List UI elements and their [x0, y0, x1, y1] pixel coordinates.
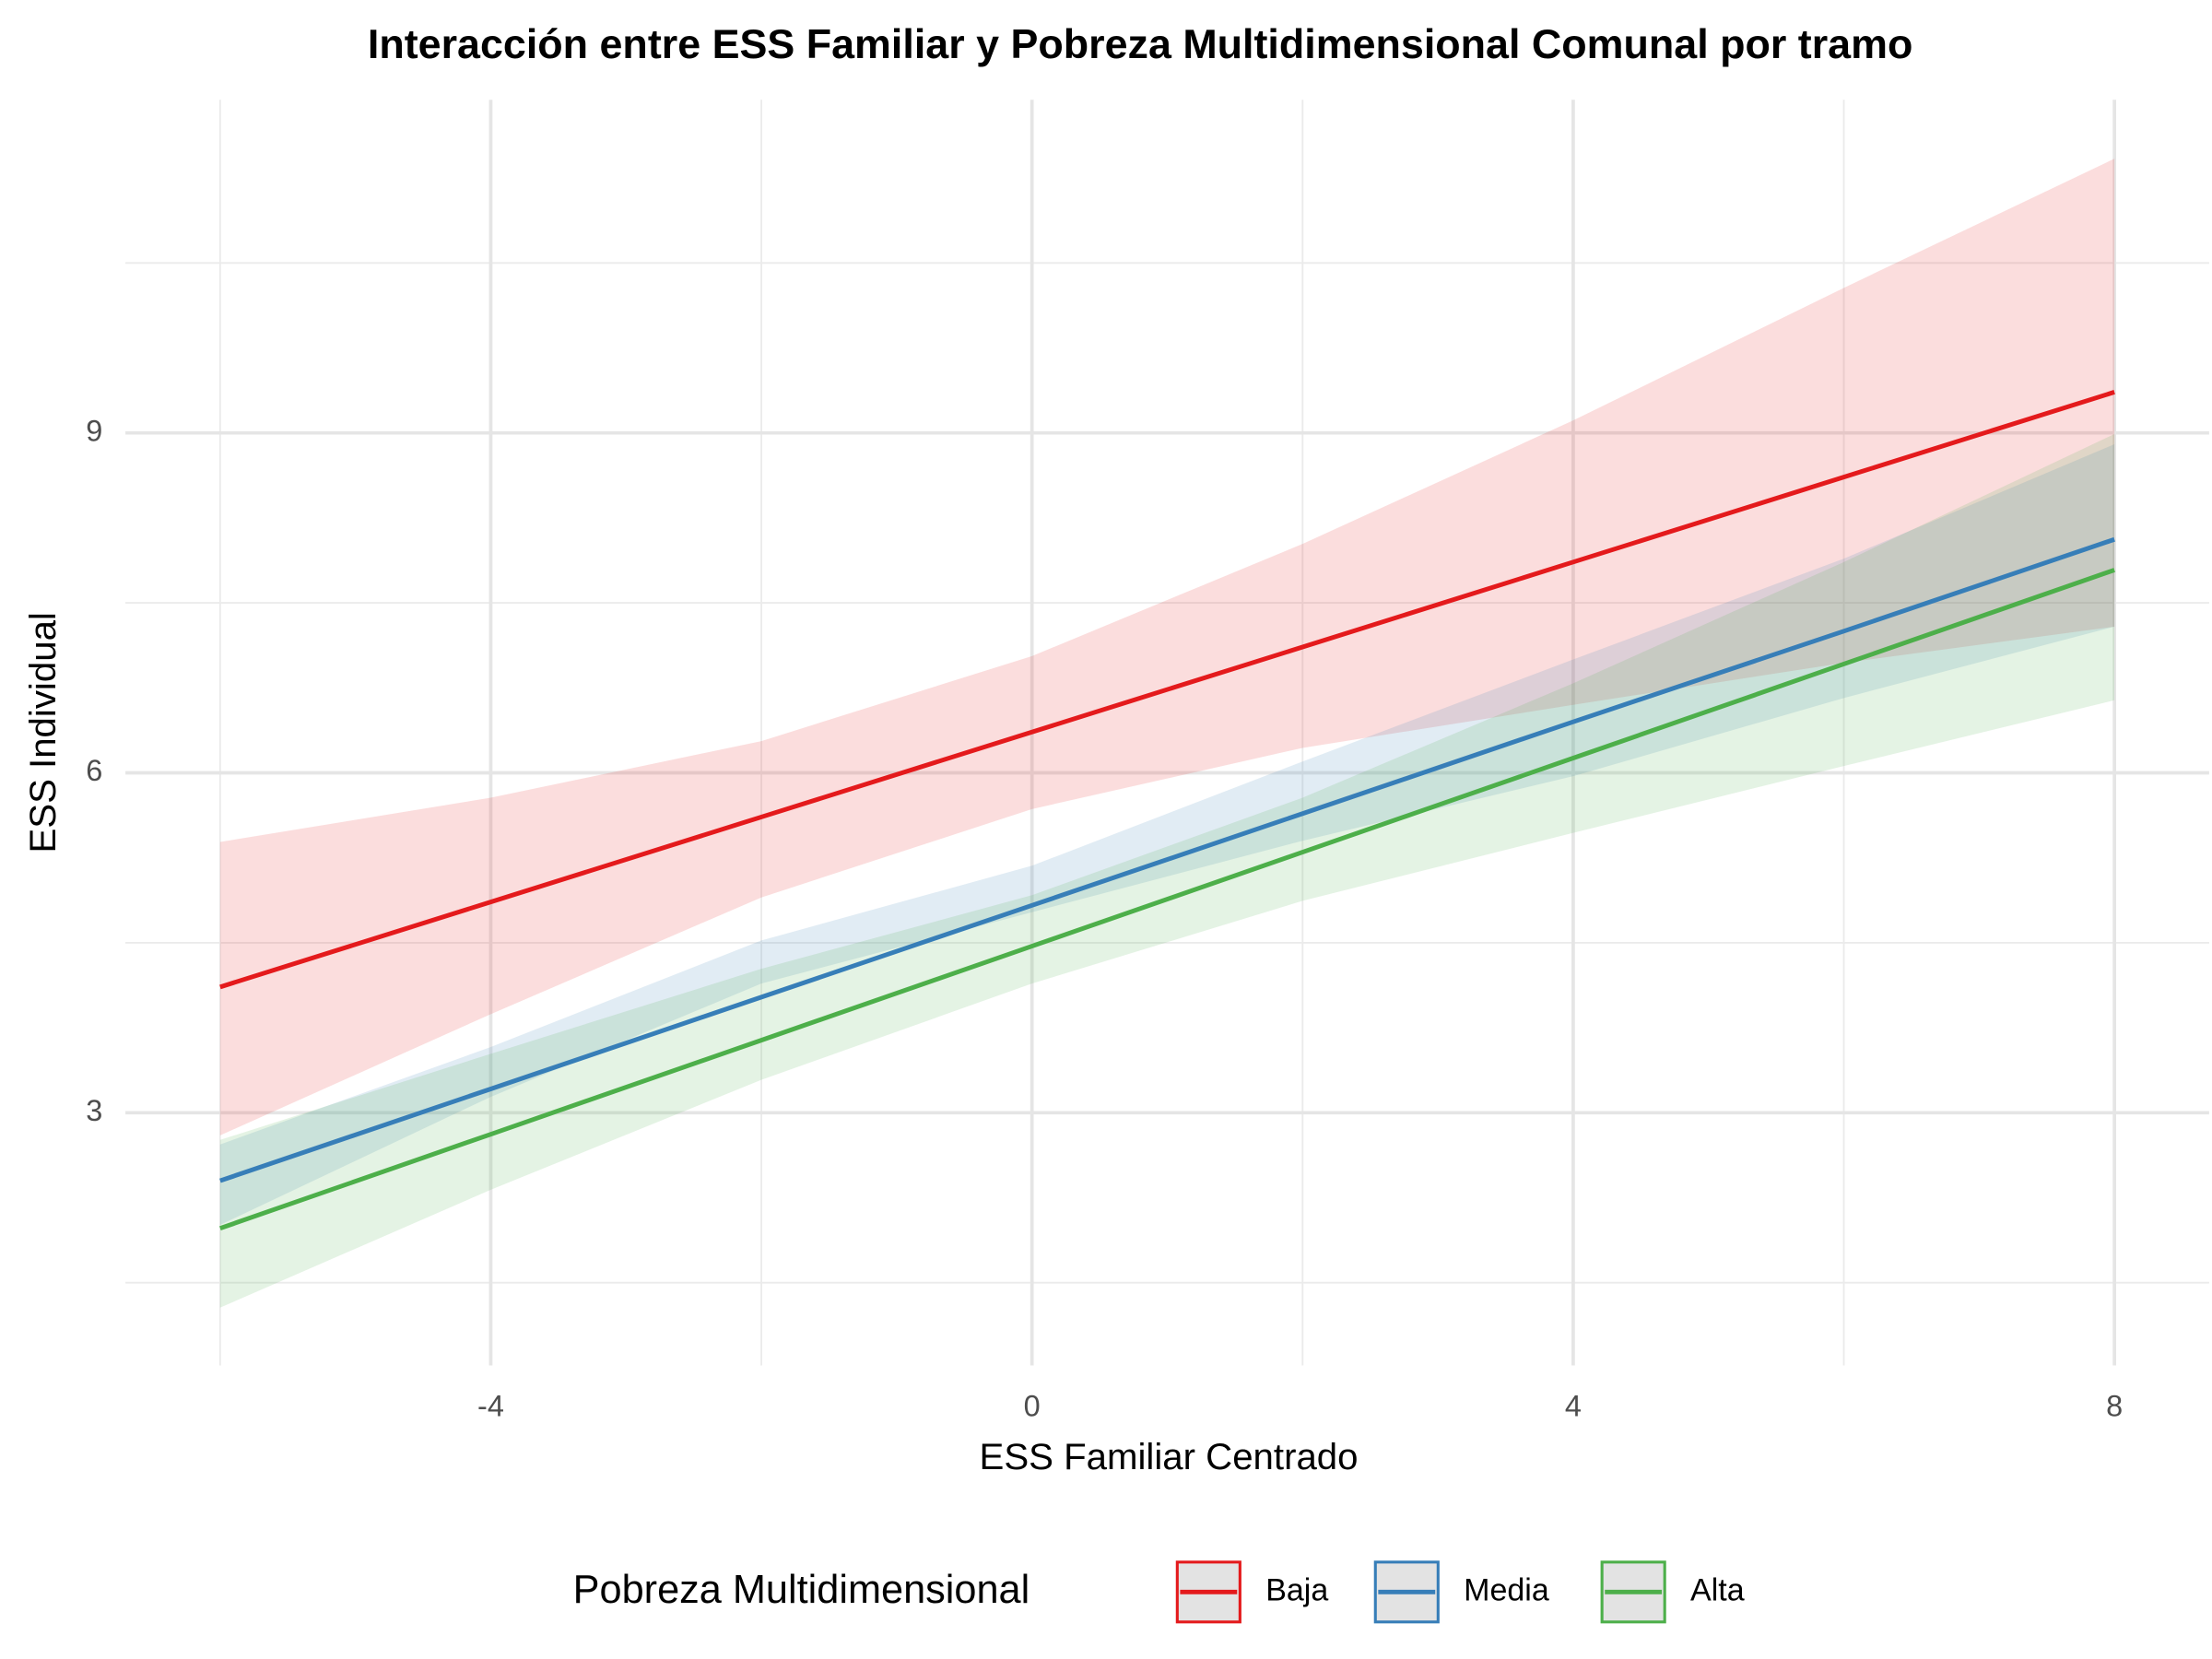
y-tick-label: 9: [86, 414, 102, 447]
legend-item: Baja: [1175, 1560, 1328, 1624]
y-tick-label: 3: [86, 1094, 102, 1127]
series-line: [219, 536, 2115, 1183]
y-axis-label: ESS Individual: [22, 612, 64, 853]
series-line: [219, 390, 2115, 990]
ribbons: [219, 159, 2115, 1308]
confidence-ribbon: [219, 443, 2115, 1226]
x-tick-label: 8: [2106, 1389, 2123, 1422]
legend-item: Alta: [1600, 1560, 1745, 1624]
x-axis-label: ESS Familiar Centrado: [980, 1436, 1359, 1477]
confidence-ribbon: [219, 159, 2115, 1135]
lines: [219, 390, 2115, 1231]
legend-label: Baja: [1265, 1572, 1328, 1607]
series-line: [219, 568, 2115, 1231]
x-tick-label: 0: [1024, 1389, 1041, 1422]
legend-title: Pobreza Multidimensional: [573, 1568, 1030, 1612]
legend: Pobreza Multidimensional Baja Media Alta: [573, 1560, 1745, 1624]
legend-label: Alta: [1690, 1572, 1745, 1607]
x-tick-label: 4: [1565, 1389, 1582, 1422]
legend-label: Media: [1464, 1572, 1549, 1607]
y-tick-label: 6: [86, 754, 102, 787]
legend-item: Media: [1373, 1560, 1549, 1624]
confidence-ribbon: [219, 433, 2115, 1308]
x-tick-label: -4: [477, 1389, 504, 1422]
chart-title: Interacción entre ESS Familiar y Pobreza…: [368, 20, 1912, 67]
